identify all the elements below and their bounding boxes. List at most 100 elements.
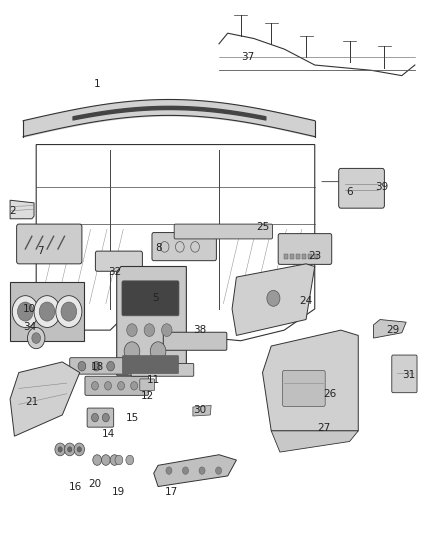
Text: 37: 37 — [240, 52, 254, 62]
Circle shape — [199, 467, 205, 474]
Circle shape — [77, 447, 81, 452]
Circle shape — [162, 324, 172, 336]
Circle shape — [105, 382, 112, 390]
Circle shape — [267, 290, 280, 306]
Text: 19: 19 — [112, 487, 126, 497]
Circle shape — [64, 443, 75, 456]
Circle shape — [92, 382, 99, 390]
FancyBboxPatch shape — [174, 224, 272, 239]
Circle shape — [150, 342, 166, 361]
Bar — [314, 254, 318, 259]
Text: 16: 16 — [69, 481, 82, 491]
Circle shape — [127, 324, 137, 336]
FancyBboxPatch shape — [278, 233, 332, 264]
FancyBboxPatch shape — [140, 379, 155, 391]
Text: 15: 15 — [125, 413, 138, 423]
Polygon shape — [262, 330, 358, 431]
Circle shape — [34, 296, 60, 327]
Text: 8: 8 — [155, 243, 161, 253]
Circle shape — [92, 414, 99, 422]
Text: 2: 2 — [9, 206, 16, 216]
Text: 7: 7 — [37, 246, 44, 256]
Polygon shape — [374, 319, 406, 338]
FancyBboxPatch shape — [122, 356, 179, 374]
Text: 11: 11 — [147, 375, 160, 385]
Text: 12: 12 — [141, 391, 154, 401]
FancyBboxPatch shape — [152, 232, 216, 261]
Text: 5: 5 — [152, 293, 159, 303]
Text: 30: 30 — [193, 405, 206, 415]
Circle shape — [74, 443, 85, 456]
Circle shape — [124, 342, 140, 361]
Text: 24: 24 — [300, 296, 313, 306]
Circle shape — [32, 333, 41, 343]
Polygon shape — [271, 431, 358, 452]
Circle shape — [61, 302, 77, 321]
Text: 31: 31 — [402, 370, 415, 380]
Text: 18: 18 — [91, 362, 104, 372]
FancyBboxPatch shape — [17, 224, 82, 264]
Text: 34: 34 — [23, 322, 36, 333]
Circle shape — [93, 455, 102, 465]
Text: 20: 20 — [88, 479, 102, 489]
Circle shape — [56, 296, 82, 327]
Circle shape — [92, 361, 100, 371]
Polygon shape — [10, 362, 80, 436]
FancyBboxPatch shape — [283, 370, 325, 407]
Polygon shape — [117, 266, 186, 375]
Circle shape — [18, 302, 33, 321]
FancyBboxPatch shape — [392, 355, 417, 393]
Circle shape — [183, 467, 188, 474]
Circle shape — [102, 455, 110, 465]
Polygon shape — [232, 264, 315, 335]
Circle shape — [115, 455, 123, 465]
Polygon shape — [10, 200, 34, 219]
Circle shape — [12, 296, 39, 327]
Bar — [290, 254, 294, 259]
Bar — [284, 254, 288, 259]
Text: 10: 10 — [23, 304, 36, 314]
Bar — [308, 254, 312, 259]
Circle shape — [67, 447, 72, 452]
Circle shape — [215, 467, 222, 474]
Bar — [296, 254, 300, 259]
Text: 23: 23 — [308, 251, 321, 261]
Circle shape — [144, 324, 155, 336]
Circle shape — [78, 361, 86, 371]
Text: 27: 27 — [317, 423, 330, 433]
Text: 25: 25 — [256, 222, 269, 232]
FancyBboxPatch shape — [122, 281, 179, 316]
Circle shape — [110, 455, 119, 465]
Circle shape — [166, 467, 172, 474]
FancyBboxPatch shape — [163, 332, 227, 350]
Polygon shape — [154, 455, 237, 487]
Circle shape — [107, 361, 115, 371]
Text: 1: 1 — [94, 78, 100, 88]
Text: 21: 21 — [25, 397, 39, 407]
Text: 26: 26 — [323, 389, 337, 399]
Circle shape — [126, 455, 134, 465]
Circle shape — [102, 414, 110, 422]
FancyBboxPatch shape — [131, 364, 194, 376]
Circle shape — [28, 327, 45, 349]
Text: 14: 14 — [101, 429, 115, 439]
FancyBboxPatch shape — [87, 408, 114, 427]
Text: 17: 17 — [165, 487, 178, 497]
Circle shape — [131, 382, 138, 390]
Text: 6: 6 — [346, 187, 353, 197]
FancyBboxPatch shape — [70, 358, 129, 374]
Circle shape — [58, 447, 62, 452]
Bar — [302, 254, 306, 259]
Text: 39: 39 — [375, 182, 389, 192]
Polygon shape — [193, 406, 211, 416]
Text: 29: 29 — [386, 325, 400, 335]
Circle shape — [117, 382, 124, 390]
Circle shape — [39, 302, 55, 321]
Text: 32: 32 — [108, 267, 121, 277]
Text: 38: 38 — [193, 325, 206, 335]
FancyBboxPatch shape — [95, 251, 142, 271]
FancyBboxPatch shape — [85, 376, 148, 395]
FancyBboxPatch shape — [339, 168, 385, 208]
Circle shape — [55, 443, 65, 456]
Polygon shape — [10, 282, 84, 341]
